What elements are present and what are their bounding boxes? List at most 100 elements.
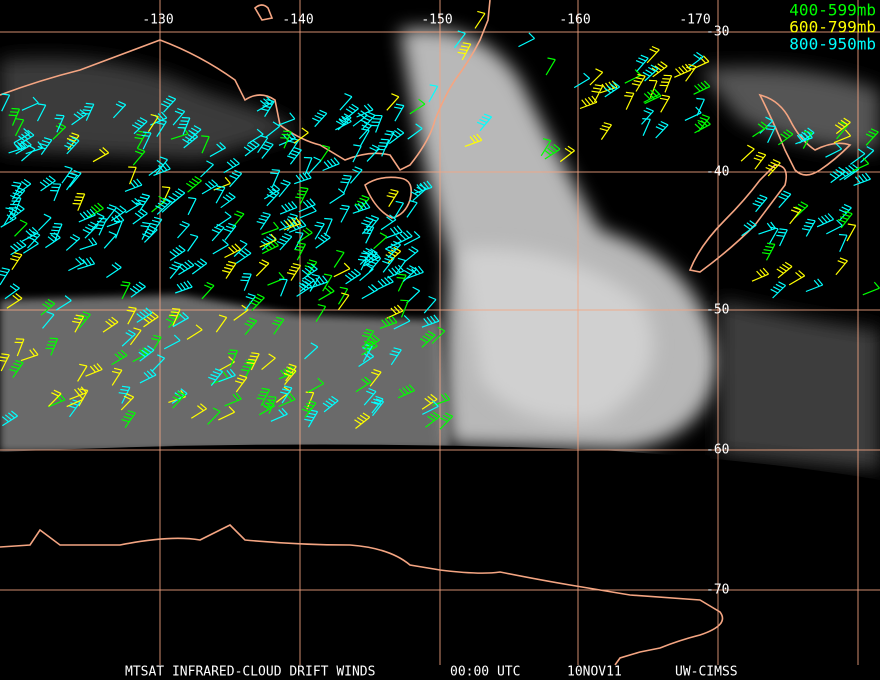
wind-barb: [852, 157, 870, 172]
wind-barb: [121, 410, 136, 429]
wind-barb: [178, 259, 195, 276]
barb-path: [102, 316, 119, 333]
barb-path: [177, 220, 190, 239]
wind-barb: [212, 239, 229, 255]
wind-barb: [283, 367, 297, 385]
barb-path: [111, 367, 123, 386]
wind-barb: [834, 117, 851, 135]
wind-barb: [333, 262, 351, 278]
barb-path: [36, 103, 47, 122]
barb-path: [153, 162, 171, 176]
wind-barb: [376, 138, 390, 157]
barb-path: [61, 165, 73, 184]
barb-path: [474, 10, 486, 29]
wind-barb: [78, 208, 96, 223]
wind-barb: [10, 186, 26, 205]
wind-barb: [129, 281, 146, 298]
wind-barb: [172, 107, 186, 126]
wind-barb: [752, 194, 768, 213]
wind-barb: [752, 121, 768, 138]
wind-barb: [853, 172, 871, 186]
barb-path: [789, 206, 802, 225]
barb-path: [233, 239, 248, 258]
barb-path: [659, 94, 671, 113]
barb-path: [65, 233, 81, 251]
wind-barb: [816, 213, 835, 228]
wind-barb: [411, 184, 427, 202]
barb-path: [261, 353, 276, 371]
wind-barb: [163, 334, 181, 350]
barb-path: [425, 411, 441, 428]
barb-path: [366, 254, 382, 273]
wind-barb: [337, 292, 350, 311]
barb-path: [135, 193, 151, 212]
wind-barb: [240, 359, 255, 378]
wind-barb: [361, 284, 378, 300]
wind-barb: [339, 93, 353, 111]
wind-barb: [61, 165, 73, 184]
barb-path: [309, 273, 321, 292]
barb-path: [386, 189, 399, 208]
nz-north-coast: [758, 93, 852, 176]
barb-path: [10, 252, 23, 271]
barb-path: [14, 219, 28, 237]
barb-path: [69, 386, 87, 400]
wind-barb: [846, 223, 857, 242]
wind-barb: [49, 222, 63, 241]
barb-path: [118, 385, 131, 404]
wind-barb: [72, 192, 86, 211]
wind-barb: [795, 131, 813, 145]
barb-path: [294, 242, 307, 261]
barb-path: [172, 107, 186, 126]
barb-path: [337, 292, 350, 311]
barb-path: [322, 273, 333, 292]
wind-barb: [476, 113, 493, 132]
barb-path: [150, 111, 168, 126]
wind-barb: [635, 54, 649, 73]
wind-barb: [838, 233, 848, 252]
barb-path: [66, 132, 80, 151]
barb-path: [185, 175, 202, 193]
wind-barb: [266, 188, 280, 207]
barb-path: [431, 326, 446, 344]
wind-barb: [349, 166, 363, 184]
wind-barb: [1, 93, 11, 112]
barb-path: [406, 265, 424, 279]
wind-barb: [120, 393, 135, 411]
wind-barb: [131, 117, 148, 135]
wind-barb: [20, 348, 39, 362]
barb-path: [834, 117, 851, 135]
barb-path: [125, 197, 142, 214]
wind-barb: [244, 317, 258, 335]
wind-barb: [125, 197, 142, 214]
barb-path: [322, 157, 340, 172]
barb-path: [14, 338, 25, 357]
wind-barb: [837, 210, 853, 229]
barb-path: [301, 400, 317, 418]
wind-barb: [276, 232, 293, 251]
barb-path: [215, 314, 228, 333]
footer-time: 00:00 UTC: [450, 665, 520, 680]
barb-path: [283, 217, 302, 231]
wind-barb: [379, 315, 398, 329]
barb-path: [280, 130, 292, 149]
wind-barb: [428, 84, 439, 103]
wind-barb: [185, 175, 202, 193]
barb-path: [71, 109, 87, 126]
wind-barb: [386, 189, 399, 208]
wind-barb: [366, 254, 382, 273]
wind-barb: [224, 392, 242, 407]
wind-barb: [151, 354, 166, 372]
barb-path: [106, 262, 122, 278]
wind-barb: [177, 116, 191, 135]
barb-path: [312, 109, 328, 128]
wind-barb: [229, 169, 243, 188]
barb-path: [360, 111, 376, 130]
wind-barb: [643, 88, 661, 103]
barb-path: [37, 213, 52, 231]
barb-path: [55, 295, 72, 311]
wind-barb: [319, 144, 331, 163]
barb-path: [155, 197, 171, 215]
barb-path: [319, 144, 331, 163]
wind-barb: [604, 81, 621, 98]
